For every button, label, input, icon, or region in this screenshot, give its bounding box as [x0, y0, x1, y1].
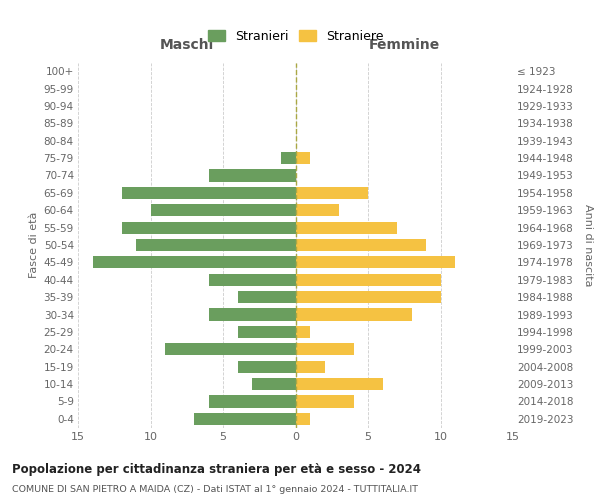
Bar [296, 360, 325, 373]
Y-axis label: Fasce di età: Fasce di età [29, 212, 40, 278]
Legend: Stranieri, Straniere: Stranieri, Straniere [203, 25, 389, 48]
Bar [296, 343, 353, 355]
Bar [252, 378, 296, 390]
Bar [296, 204, 339, 216]
Bar [296, 239, 426, 251]
Bar [209, 396, 296, 407]
Bar [296, 291, 440, 303]
Bar [296, 222, 397, 234]
Bar [238, 291, 296, 303]
Bar [165, 343, 296, 355]
Bar [209, 274, 296, 286]
Bar [296, 274, 440, 286]
Bar [296, 308, 412, 320]
Bar [136, 239, 296, 251]
Bar [92, 256, 296, 268]
Text: Popolazione per cittadinanza straniera per età e sesso - 2024: Popolazione per cittadinanza straniera p… [12, 462, 421, 475]
Bar [151, 204, 296, 216]
Bar [194, 412, 296, 425]
Text: Maschi: Maschi [160, 38, 214, 52]
Bar [296, 152, 310, 164]
Bar [296, 256, 455, 268]
Bar [296, 412, 310, 425]
Bar [281, 152, 296, 164]
Bar [296, 396, 353, 407]
Text: Femmine: Femmine [368, 38, 440, 52]
Bar [121, 187, 296, 199]
Text: COMUNE DI SAN PIETRO A MAIDA (CZ) - Dati ISTAT al 1° gennaio 2024 - TUTTITALIA.I: COMUNE DI SAN PIETRO A MAIDA (CZ) - Dati… [12, 485, 418, 494]
Y-axis label: Anni di nascita: Anni di nascita [583, 204, 593, 286]
Bar [296, 187, 368, 199]
Bar [209, 170, 296, 181]
Bar [296, 378, 383, 390]
Bar [121, 222, 296, 234]
Bar [296, 326, 310, 338]
Bar [238, 326, 296, 338]
Bar [238, 360, 296, 373]
Bar [209, 308, 296, 320]
